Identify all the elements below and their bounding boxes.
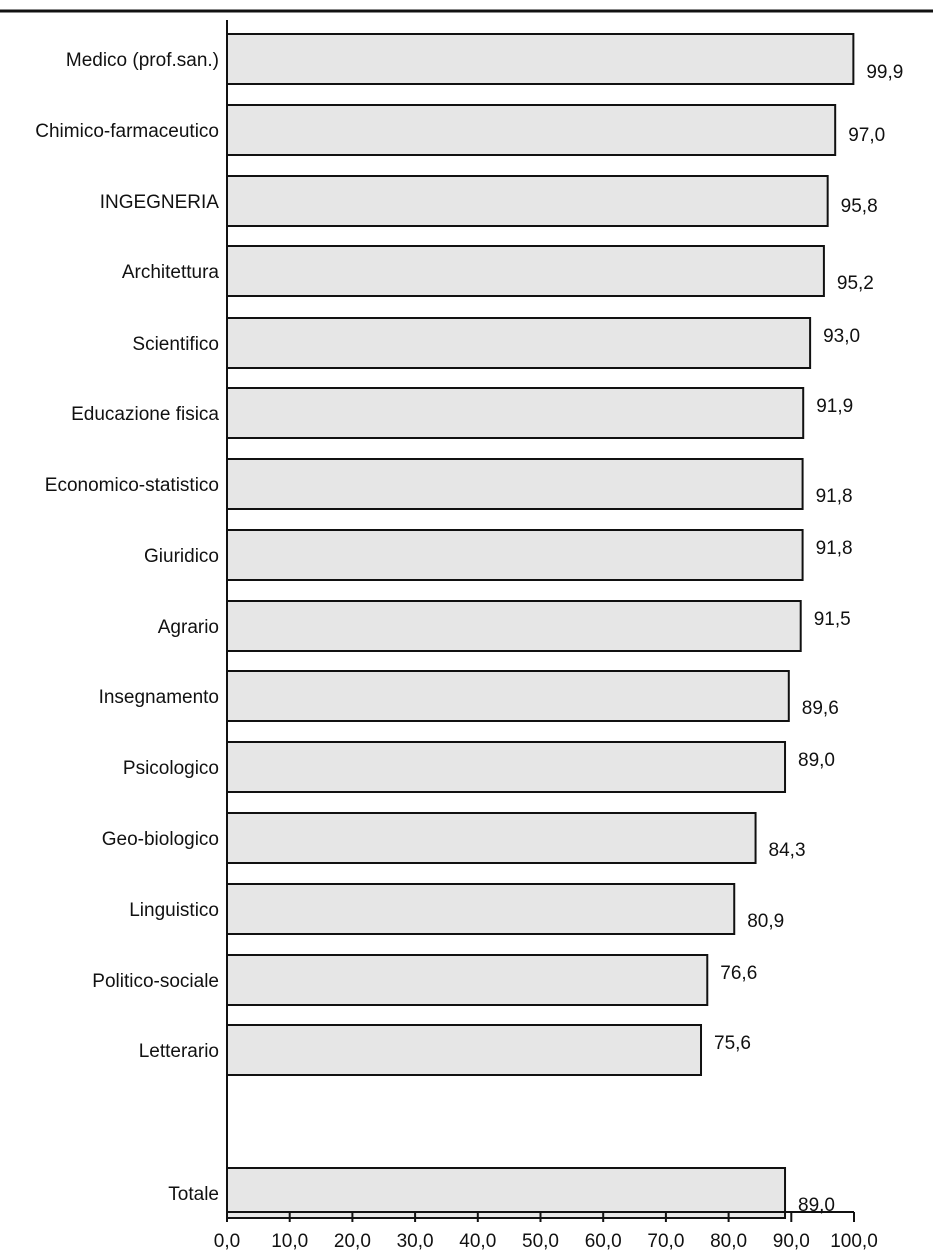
bar (226, 670, 790, 722)
bar (226, 33, 855, 85)
x-tick-label: 50,0 (522, 1231, 559, 1252)
bar (226, 600, 802, 652)
value-label: 76,6 (720, 963, 757, 984)
bar (226, 245, 825, 297)
category-label: Economico-statistico (45, 475, 219, 496)
category-label: INGEGNERIA (100, 192, 220, 213)
value-label: 75,6 (714, 1033, 751, 1054)
bar (226, 458, 804, 510)
bar (226, 1167, 787, 1219)
bar (226, 317, 812, 369)
value-label: 80,9 (747, 911, 784, 932)
value-label: 99,9 (866, 62, 903, 83)
x-tick-label: 20,0 (334, 1231, 371, 1252)
category-label: Letterario (139, 1041, 219, 1062)
x-tick-label: 100,0 (830, 1231, 878, 1252)
bar (226, 1024, 703, 1076)
bar (226, 387, 805, 439)
labels-layer: Medico (prof.san.) 99,9 Chimico-farmaceuti… (35, 50, 903, 1216)
bars-layer (226, 33, 855, 1219)
x-axis: 0,0 10,0 20,0 30,0 40,0 50,0 60,0 70,0 80,0 90,0 1… (214, 20, 878, 1252)
category-label: Politico-sociale (92, 971, 219, 992)
x-tick-label: 70,0 (647, 1231, 684, 1252)
category-label: Medico (prof.san.) (66, 50, 219, 71)
bar (226, 175, 829, 227)
x-tick-label: 90,0 (773, 1231, 810, 1252)
bar (226, 529, 804, 581)
bar (226, 883, 736, 935)
category-label: Linguistico (129, 900, 219, 921)
bar (226, 954, 709, 1006)
value-label: 91,9 (816, 396, 853, 417)
category-label: Scientifico (132, 334, 219, 355)
value-label: 91,8 (816, 538, 853, 559)
category-label: Insegnamento (99, 687, 219, 708)
value-label: 89,0 (798, 750, 835, 771)
category-label: Geo-biologico (102, 829, 219, 850)
x-tick-label: 80,0 (710, 1231, 747, 1252)
x-tick-label: 30,0 (397, 1231, 434, 1252)
category-label: Giuridico (144, 546, 219, 567)
category-label: Psicologico (123, 758, 219, 779)
value-label: 89,6 (802, 698, 839, 719)
bar (226, 741, 787, 793)
bar (226, 104, 837, 156)
bar (226, 812, 757, 864)
category-label: Chimico-farmaceutico (35, 121, 219, 142)
category-label: Architettura (122, 262, 220, 283)
value-label: 93,0 (823, 326, 860, 347)
x-tick-label: 0,0 (214, 1231, 240, 1252)
value-label: 84,3 (769, 840, 806, 861)
x-tick-label: 40,0 (459, 1231, 496, 1252)
x-tick-label: 60,0 (585, 1231, 622, 1252)
value-label: 91,8 (816, 486, 853, 507)
value-label: 95,2 (837, 273, 874, 294)
category-label: Totale (168, 1184, 219, 1205)
x-tick-label: 10,0 (271, 1231, 308, 1252)
value-label: 91,5 (814, 609, 851, 630)
value-label: 97,0 (848, 125, 885, 146)
value-label: 95,8 (841, 196, 878, 217)
value-label: 89,0 (798, 1195, 835, 1216)
category-label: Educazione fisica (71, 404, 219, 425)
category-label: Agrario (158, 617, 219, 638)
